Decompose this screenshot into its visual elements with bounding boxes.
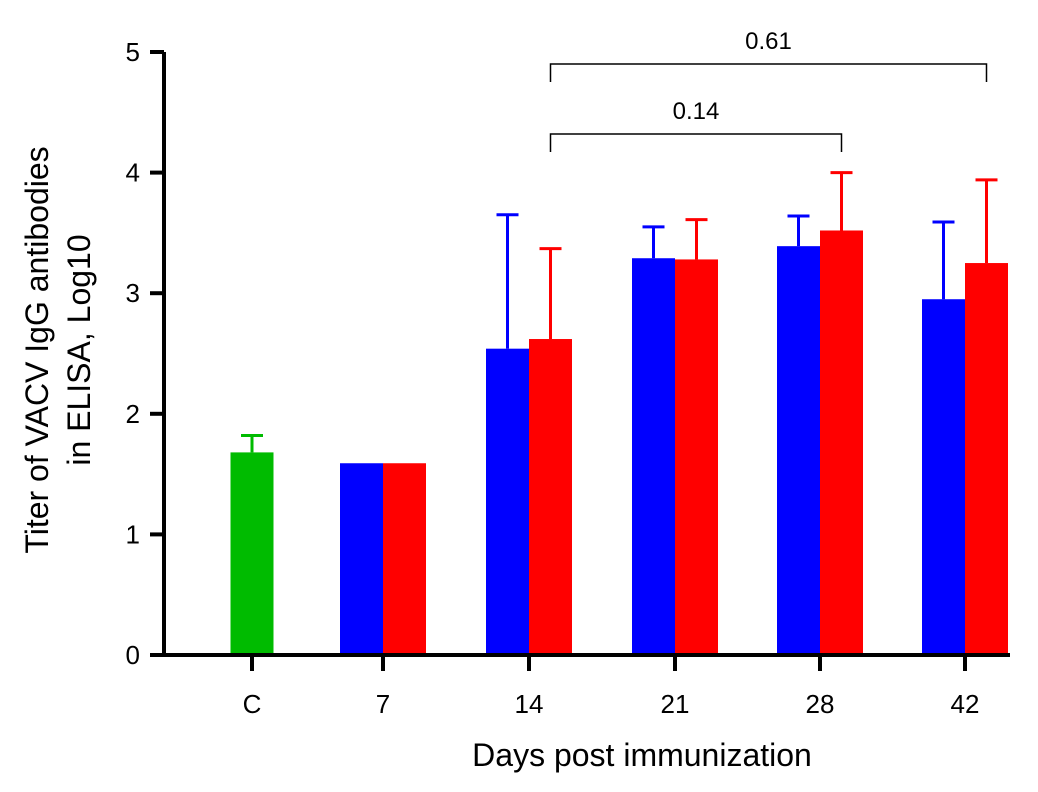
y-axis-label-line-1: Titer of VACV IgG antibodies [19, 146, 55, 553]
y-tick-label: 2 [126, 399, 140, 429]
y-axis-label-line-2: in ELISA, Log10 [61, 234, 97, 465]
bar-group-2-21 [675, 259, 718, 653]
x-tick-label: 7 [376, 689, 390, 719]
bar-group-2-14 [529, 339, 572, 653]
p-value-label: 0.14 [673, 98, 720, 125]
bar-group-2-7 [383, 463, 426, 653]
x-axis-label: Days post immunization [472, 737, 812, 773]
y-tick-label: 1 [126, 519, 140, 549]
bar-group-1-28 [777, 246, 820, 653]
y-tick-label: 3 [126, 278, 140, 308]
y-axis-label: Titer of VACV IgG antibodies in ELISA, L… [19, 146, 97, 553]
significance-bracket [549, 63, 988, 83]
bar-group-1-21 [632, 258, 675, 653]
bar-group-1-14 [486, 348, 529, 653]
x-tick-label: C [243, 689, 262, 719]
y-tick-label: 5 [126, 37, 140, 67]
x-tick-label: 28 [806, 689, 835, 719]
x-tick-label: 21 [661, 689, 690, 719]
y-tick-label: 0 [126, 640, 140, 670]
x-tick-label: 42 [951, 689, 980, 719]
bar-group-1-42 [922, 299, 965, 653]
p-value-label: 0.61 [745, 28, 792, 55]
bar-group-2-42 [965, 263, 1008, 653]
bar-group-2-28 [820, 230, 863, 653]
x-tick-label: 14 [515, 689, 544, 719]
significance-bracket [549, 133, 843, 153]
y-tick-label: 4 [126, 158, 140, 188]
bar-group-1-7 [340, 463, 383, 653]
bar-control-C [230, 452, 274, 653]
